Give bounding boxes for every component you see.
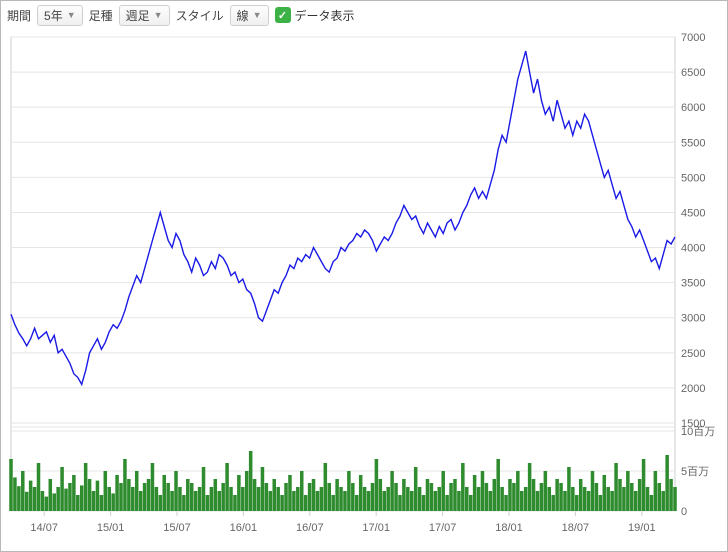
svg-text:15/07: 15/07 [163, 522, 191, 534]
candle-value: 週足 [126, 7, 150, 24]
svg-text:7000: 7000 [681, 32, 705, 44]
period-value: 5年 [44, 7, 63, 24]
chevron-down-icon: ▼ [154, 10, 163, 20]
svg-text:17/07: 17/07 [429, 522, 457, 534]
svg-text:4500: 4500 [681, 207, 705, 219]
chevron-down-icon: ▼ [253, 10, 262, 20]
svg-text:18/01: 18/01 [495, 522, 523, 534]
svg-text:6500: 6500 [681, 67, 705, 79]
chart-area: 1500200025003000350040004500500055006000… [7, 31, 721, 545]
svg-text:10百万: 10百万 [681, 426, 715, 438]
svg-text:0: 0 [681, 506, 687, 518]
svg-text:14/07: 14/07 [30, 522, 58, 534]
svg-text:5000: 5000 [681, 172, 705, 184]
chart-widget: 期間 5年 ▼ 足種 週足 ▼ スタイル 線 ▼ ✓ データ表示 1500200… [0, 0, 728, 552]
style-value: 線 [237, 7, 249, 24]
svg-text:2000: 2000 [681, 383, 705, 395]
show-data-checkbox[interactable]: ✓ データ表示 [275, 7, 355, 24]
style-dropdown[interactable]: 線 ▼ [230, 5, 269, 26]
svg-text:3000: 3000 [681, 313, 705, 325]
show-data-label: データ表示 [295, 7, 355, 24]
svg-text:2500: 2500 [681, 348, 705, 360]
svg-text:16/07: 16/07 [296, 522, 324, 534]
svg-text:6000: 6000 [681, 102, 705, 114]
svg-text:4000: 4000 [681, 243, 705, 255]
chevron-down-icon: ▼ [67, 10, 76, 20]
candle-label: 足種 [89, 7, 113, 24]
svg-text:18/07: 18/07 [562, 522, 590, 534]
chart-svg[interactable]: 1500200025003000350040004500500055006000… [7, 31, 723, 547]
toolbar: 期間 5年 ▼ 足種 週足 ▼ スタイル 線 ▼ ✓ データ表示 [1, 1, 727, 29]
svg-text:15/01: 15/01 [97, 522, 125, 534]
svg-text:5百万: 5百万 [681, 466, 709, 478]
check-icon: ✓ [275, 7, 291, 23]
svg-text:3500: 3500 [681, 278, 705, 290]
period-label: 期間 [7, 7, 31, 24]
candle-dropdown[interactable]: 週足 ▼ [119, 5, 170, 26]
svg-text:17/01: 17/01 [362, 522, 390, 534]
svg-text:19/01: 19/01 [628, 522, 656, 534]
svg-text:5500: 5500 [681, 137, 705, 149]
style-label: スタイル [176, 7, 224, 24]
period-dropdown[interactable]: 5年 ▼ [37, 5, 83, 26]
svg-text:16/01: 16/01 [230, 522, 258, 534]
